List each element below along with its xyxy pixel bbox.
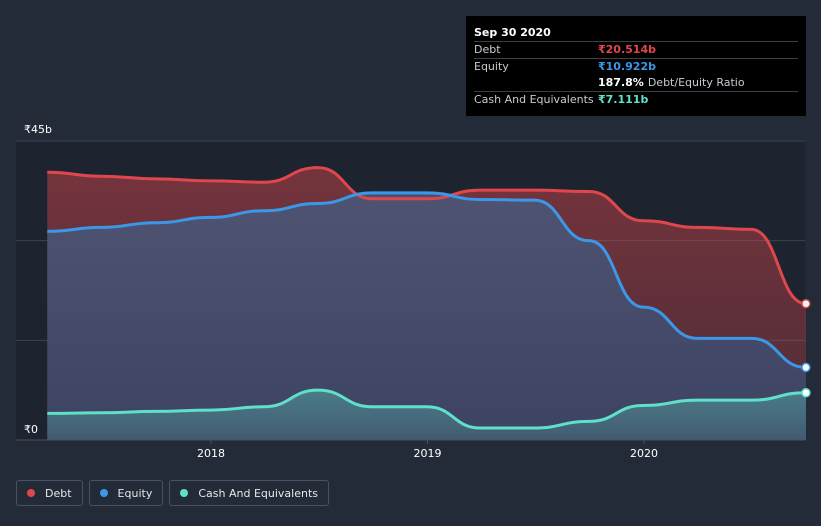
x-tick-label-2018: 2018 bbox=[197, 447, 225, 460]
debt-dot-icon bbox=[27, 489, 35, 497]
tooltip-date: Sep 30 2020 bbox=[474, 26, 551, 39]
debt-line bbox=[47, 166, 807, 306]
tooltip-value-debt: ₹20.514b bbox=[598, 43, 656, 56]
equity-line bbox=[47, 191, 807, 369]
legend-item-equity[interactable]: Equity bbox=[88, 480, 164, 506]
tooltip-label-ratio bbox=[474, 75, 598, 91]
y-tick-label-max: ₹45b bbox=[24, 123, 52, 136]
legend-item-cash[interactable]: Cash And Equivalents bbox=[169, 480, 329, 506]
cash-and-equivalents-area bbox=[47, 390, 806, 440]
x-tick-label-2020: 2020 bbox=[630, 447, 658, 460]
y-tick-label-zero: ₹0 bbox=[24, 423, 38, 436]
area-layer bbox=[47, 167, 806, 441]
cash-dot-icon bbox=[180, 489, 189, 497]
tooltip-label-equity: Equity bbox=[474, 60, 509, 73]
line-layer bbox=[47, 166, 811, 430]
tooltip-row-ratio: 187.8% Debt/Equity Ratio bbox=[474, 75, 798, 91]
cash-and-equivalents-line bbox=[47, 388, 806, 430]
tooltip-row-equity: Equity ₹10.922b bbox=[474, 58, 798, 75]
cash-and-equivalents-endpoint-marker[interactable] bbox=[801, 388, 811, 398]
legend-item-debt[interactable]: Debt bbox=[16, 480, 83, 506]
chart-legend: Debt Equity Cash And Equivalents bbox=[16, 480, 329, 506]
equity-area bbox=[47, 192, 806, 440]
debt-endpoint-marker[interactable] bbox=[801, 298, 811, 309]
tooltip-label-debt: Debt bbox=[474, 43, 501, 56]
tooltip-panel: Sep 30 2020 Debt ₹20.514b Equity ₹10.922… bbox=[466, 16, 806, 116]
tooltip-label-cash: Cash And Equivalents bbox=[474, 93, 594, 106]
legend-label-cash: Cash And Equivalents bbox=[198, 486, 318, 500]
tooltip-row-debt: Debt ₹20.514b bbox=[474, 41, 798, 58]
x-tick-label-2019: 2019 bbox=[414, 447, 442, 460]
axis-layer: ₹45b ₹0 2018 2019 2020 bbox=[16, 123, 805, 460]
tooltip-ratio-caption: Debt/Equity Ratio bbox=[647, 76, 745, 89]
tooltip-value-equity: ₹10.922b bbox=[598, 60, 656, 73]
tooltip-value-cash: ₹7.111b bbox=[598, 93, 649, 106]
legend-label-debt: Debt bbox=[45, 486, 72, 500]
tooltip-value-ratio: 187.8% bbox=[598, 76, 644, 89]
equity-endpoint-marker[interactable] bbox=[801, 362, 811, 373]
legend-label-equity: Equity bbox=[117, 486, 153, 500]
equity-dot-icon bbox=[99, 489, 108, 497]
tooltip-row-cash: Cash And Equivalents ₹7.111b bbox=[474, 91, 798, 108]
